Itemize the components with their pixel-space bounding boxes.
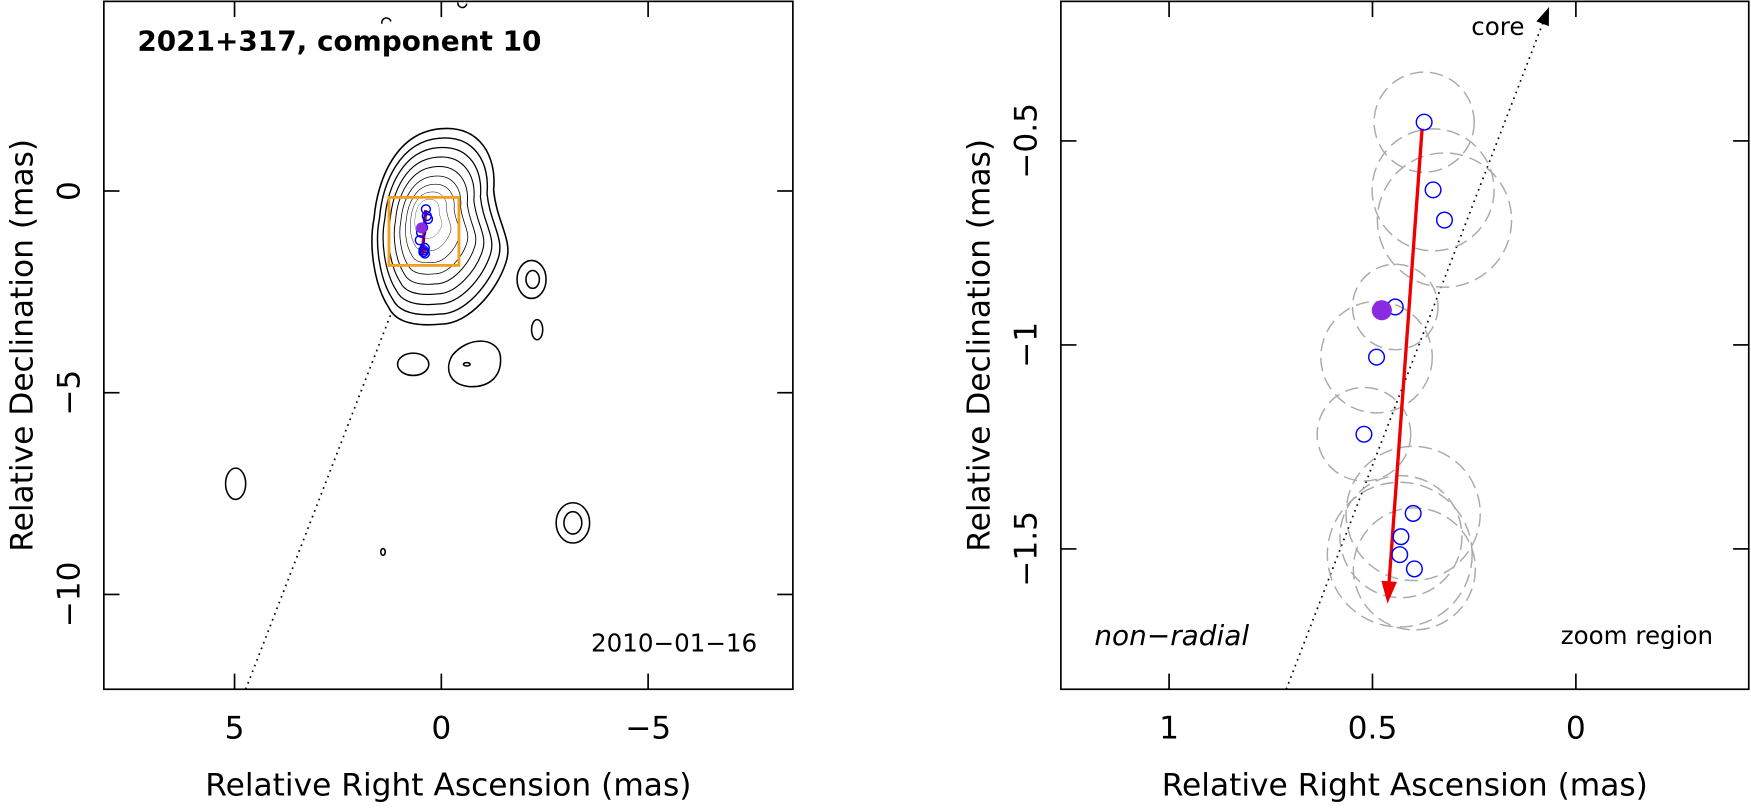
component <box>419 248 431 259</box>
error-circle <box>1316 386 1412 482</box>
contour <box>371 127 509 326</box>
contour <box>382 147 493 306</box>
contour <box>516 259 547 300</box>
y-tick-label: −5 <box>51 370 87 416</box>
contour <box>399 175 469 275</box>
x-axis-title: Relative Right Ascension (mas) <box>205 767 691 803</box>
y-tick-label: 0 <box>51 181 87 201</box>
contour <box>462 361 471 367</box>
error-circle <box>1320 300 1434 414</box>
error-circle <box>1352 507 1477 631</box>
y-tick-label: −10 <box>51 561 87 627</box>
contour <box>393 166 477 285</box>
contour <box>414 199 443 239</box>
contour <box>525 269 541 290</box>
zoom-box <box>387 195 461 267</box>
contour <box>405 183 461 264</box>
x-tick-label: 5 <box>225 710 245 746</box>
component <box>1435 211 1454 229</box>
error-circle <box>1376 152 1513 288</box>
component <box>1405 560 1423 578</box>
core-arrowhead <box>1536 7 1550 27</box>
x-tick-label: 0.5 <box>1348 710 1398 746</box>
x-tick-label: 0 <box>1566 710 1586 746</box>
motion-arrow <box>1386 128 1424 589</box>
contour <box>396 352 430 377</box>
contour <box>530 318 544 341</box>
component <box>1404 504 1422 522</box>
radial-line <box>1285 6 1550 690</box>
component <box>1355 425 1373 443</box>
contour <box>457 2 468 9</box>
reference-component <box>416 222 428 234</box>
component <box>1391 546 1409 564</box>
component <box>414 234 425 246</box>
core-label: core <box>1471 12 1524 41</box>
contour <box>381 17 392 24</box>
reference-component <box>1371 300 1392 321</box>
error-circle <box>1326 481 1473 628</box>
component <box>422 213 434 225</box>
x-tick-label: 0 <box>431 710 451 746</box>
contour <box>409 191 452 252</box>
component <box>420 204 432 215</box>
component <box>1392 528 1410 546</box>
y-tick-label: −1 <box>1008 322 1044 368</box>
contour <box>224 467 247 501</box>
contour <box>447 340 502 388</box>
radial-line <box>244 311 393 690</box>
motion-arrowhead <box>1381 580 1397 604</box>
contours <box>224 2 591 557</box>
component <box>1368 348 1386 366</box>
classification: non−radial <box>1094 619 1249 652</box>
component <box>1415 113 1433 131</box>
plot-frame <box>103 0 794 691</box>
x-tick-label: 1 <box>1159 710 1179 746</box>
error-circle <box>1371 128 1495 252</box>
component <box>418 246 429 258</box>
error-circle <box>1373 71 1475 173</box>
region-label: zoom region <box>1561 621 1713 650</box>
contour <box>380 547 387 557</box>
component <box>1424 181 1442 199</box>
error-circle <box>1351 263 1439 351</box>
x-axis-title: Relative Right Ascension (mas) <box>1162 767 1648 803</box>
y-tick-label: −0.5 <box>1008 103 1044 179</box>
y-axis-title: Relative Declination (mas) <box>961 139 997 552</box>
x-tick-label: −5 <box>625 710 671 746</box>
contour <box>555 501 591 544</box>
y-tick-label: −1.5 <box>1008 511 1044 587</box>
chart-title: 2021+317, component 10 <box>137 25 541 58</box>
y-axis-title: Relative Declination (mas) <box>4 139 40 552</box>
contour <box>563 510 583 535</box>
error-circle <box>1339 474 1463 599</box>
epoch-date: 2010−01−16 <box>591 629 757 658</box>
contour <box>376 137 501 316</box>
